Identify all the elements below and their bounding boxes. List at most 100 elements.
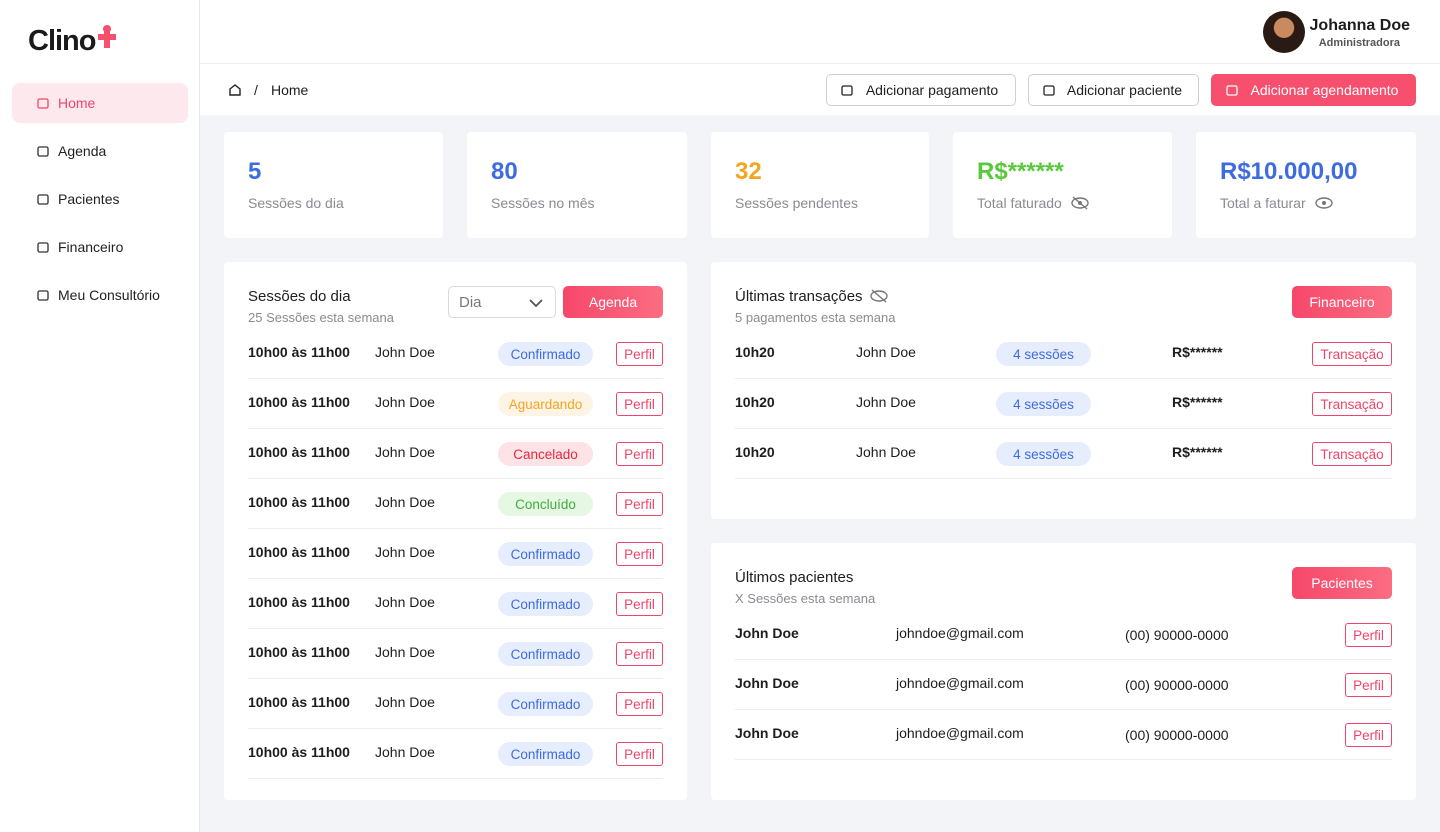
nav-item[interactable]: Meu Consultório xyxy=(12,275,188,315)
nav-label: Home xyxy=(58,95,96,111)
profile-button[interactable]: Perfil xyxy=(616,642,663,666)
transaction-name: John Doe xyxy=(856,394,916,410)
stat-card: 80 Sessões no mês xyxy=(467,132,687,238)
nav-item[interactable]: Pacientes xyxy=(12,179,188,219)
session-name: John Doe xyxy=(375,594,435,610)
panel-button[interactable]: Pacientes xyxy=(1292,567,1392,599)
profile-button[interactable]: Perfil xyxy=(616,592,663,616)
patient-phone: (00) 90000-0000 xyxy=(1125,727,1229,743)
chevron xyxy=(529,299,543,308)
session-time: 10h00 às 11h00 xyxy=(248,344,350,360)
home-icon[interactable] xyxy=(228,83,242,97)
nav-item[interactable]: Agenda xyxy=(12,131,188,171)
nav-item[interactable]: Home xyxy=(12,83,188,123)
panel-title: Últimos pacientes xyxy=(735,569,854,586)
profile-button[interactable]: Perfil xyxy=(616,742,663,766)
transaction-row: 10h20 John Doe 4 sessões R$****** Transação xyxy=(735,329,1392,379)
session-name: John Doe xyxy=(375,394,435,410)
profile-button[interactable]: Perfil xyxy=(1345,723,1392,747)
patient-email: johndoe@gmail.com xyxy=(896,625,1024,641)
icon xyxy=(37,98,49,109)
session-row: 10h00 às 11h00 John Doe Confirmado Perfil xyxy=(248,329,663,379)
profile-button[interactable]: Perfil xyxy=(1345,623,1392,647)
panel: Últimos pacientes X Sessões esta semana Pa… xyxy=(711,543,1416,800)
session-row: 10h00 às 11h00 John Doe Confirmado Perfil xyxy=(248,729,663,779)
action-button[interactable]: Adicionar pagamento xyxy=(826,74,1016,106)
stat-card: 5 Sessões do dia xyxy=(224,132,443,238)
session-time: 10h00 às 11h00 xyxy=(248,594,350,610)
profile-button[interactable]: Perfil xyxy=(616,342,663,366)
session-row: 10h00 às 11h00 John Doe Cancelado Perfil xyxy=(248,429,663,479)
transaction-time: 10h20 xyxy=(735,394,775,410)
filter-select[interactable]: Dia xyxy=(448,286,556,318)
session-row: 10h00 às 11h00 John Doe Confirmado Perfil xyxy=(248,529,663,579)
icon xyxy=(1043,85,1055,96)
transaction-button[interactable]: Transação xyxy=(1312,442,1392,466)
transaction-amount: R$****** xyxy=(1172,444,1223,460)
icon xyxy=(37,194,49,205)
panel-button[interactable]: Agenda xyxy=(563,286,663,318)
avatar[interactable] xyxy=(1263,11,1305,53)
panel-title: Últimas transações xyxy=(735,288,889,305)
profile-button[interactable]: Perfil xyxy=(616,692,663,716)
session-name: John Doe xyxy=(375,444,435,460)
profile-button[interactable]: Perfil xyxy=(616,392,663,416)
nav-item[interactable]: Financeiro xyxy=(12,227,188,267)
patient-name: John Doe xyxy=(735,675,799,691)
session-name: John Doe xyxy=(375,544,435,560)
eye-icon[interactable] xyxy=(1314,196,1334,210)
profile-button[interactable]: Perfil xyxy=(1345,673,1392,697)
stat-card: R$****** Total faturado xyxy=(953,132,1172,238)
icon xyxy=(1226,85,1238,96)
session-status: Confirmado xyxy=(498,642,593,666)
patient-name: John Doe xyxy=(735,725,799,741)
transaction-button[interactable]: Transação xyxy=(1312,342,1392,366)
session-name: John Doe xyxy=(375,494,435,510)
transaction-sessions: 4 sessões xyxy=(996,392,1091,416)
panel-subtitle: X Sessões esta semana xyxy=(735,591,876,606)
session-time: 10h00 às 11h00 xyxy=(248,394,350,410)
stat-value: R$10.000,00 xyxy=(1220,158,1358,185)
transaction-row: 10h20 John Doe 4 sessões R$****** Transação xyxy=(735,379,1392,429)
transaction-name: John Doe xyxy=(856,344,916,360)
action-button[interactable]: Adicionar paciente xyxy=(1028,74,1199,106)
logo-icon xyxy=(97,25,116,48)
nav-label: Agenda xyxy=(58,143,107,159)
breadcrumb[interactable]: Home xyxy=(271,82,309,98)
transaction-button[interactable]: Transação xyxy=(1312,392,1392,416)
sidebar: Clino Home Agenda Pacientes Financeiro Meu C… xyxy=(0,0,200,832)
icon xyxy=(37,290,49,301)
logo[interactable]: Clino xyxy=(28,24,118,58)
transaction-sessions: 4 sessões xyxy=(996,342,1091,366)
transaction-name: John Doe xyxy=(856,444,916,460)
profile-button[interactable]: Perfil xyxy=(616,442,663,466)
action-button[interactable]: Adicionar agendamento xyxy=(1211,74,1416,106)
transaction-sessions: 4 sessões xyxy=(996,442,1091,466)
session-row: 10h00 às 11h00 John Doe Confirmado Perfil xyxy=(248,629,663,679)
profile-button[interactable]: Perfil xyxy=(616,542,663,566)
eye-off-icon[interactable] xyxy=(869,289,889,303)
transaction-time: 10h20 xyxy=(735,444,775,460)
panel: Sessões do dia 25 Sessões esta semana Agen… xyxy=(224,262,687,800)
action-label: Adicionar paciente xyxy=(1066,82,1183,98)
stat-value: R$****** xyxy=(977,158,1064,185)
patient-row: John Doe johndoe@gmail.com (00) 90000-0000… xyxy=(735,660,1392,710)
patient-email: johndoe@gmail.com xyxy=(896,725,1024,741)
stat-label: Sessões no mês xyxy=(491,195,595,211)
eye-icon[interactable] xyxy=(1070,196,1090,210)
icon xyxy=(841,85,853,96)
patient-name: John Doe xyxy=(735,625,799,641)
transaction-amount: R$****** xyxy=(1172,344,1223,360)
stat-value: 5 xyxy=(248,158,262,185)
nav-label: Pacientes xyxy=(58,191,120,207)
session-status: Confirmado xyxy=(498,692,593,716)
session-time: 10h00 às 11h00 xyxy=(248,644,350,660)
profile-button[interactable]: Perfil xyxy=(616,492,663,516)
session-row: 10h00 às 11h00 John Doe Aguardando Perfil xyxy=(248,379,663,429)
panel-button[interactable]: Financeiro xyxy=(1292,286,1392,318)
action-label: Adicionar agendamento xyxy=(1250,82,1399,98)
session-row: 10h00 às 11h00 John Doe Concluído Perfil xyxy=(248,479,663,529)
panel-subtitle: 5 pagamentos esta semana xyxy=(735,310,896,325)
stat-card: 32 Sessões pendentes xyxy=(711,132,929,238)
session-time: 10h00 às 11h00 xyxy=(248,744,350,760)
